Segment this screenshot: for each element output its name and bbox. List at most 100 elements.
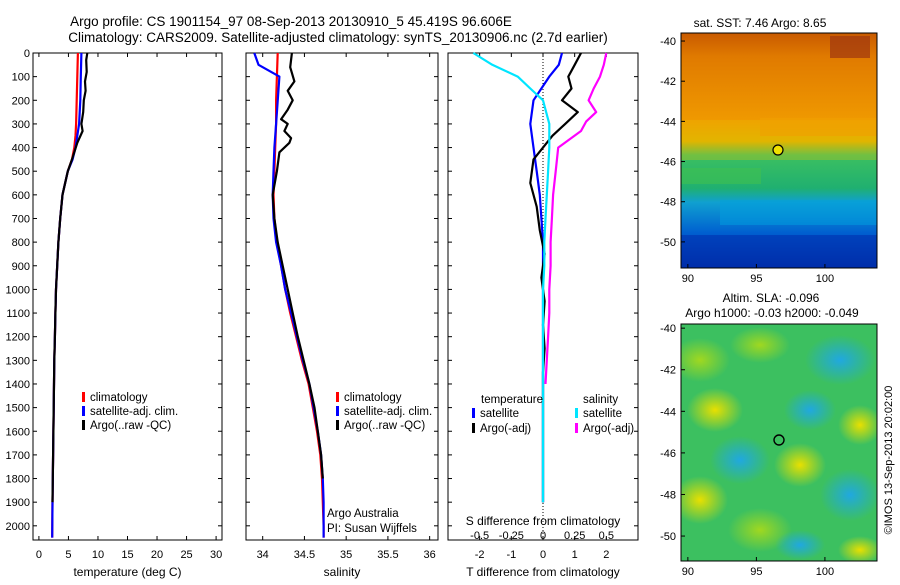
legend-label: climatology [344, 392, 402, 404]
x-tick-label: 36 [424, 549, 436, 561]
difference-profile-xlabel: T difference from climatology [466, 565, 620, 579]
map-y-tick-label: -46 [660, 157, 676, 169]
legend-label: Argo(..raw -QC) [90, 420, 171, 432]
y-tick-label: 1500 [6, 403, 30, 415]
temperature-profile-xlabel: temperature (deg C) [73, 565, 181, 579]
y-tick-label: 200 [12, 95, 30, 107]
legend-swatch [575, 423, 578, 433]
x-tick-label: 34.5 [294, 549, 315, 561]
x-tick-label: 35 [340, 549, 352, 561]
y-tick-label: 2000 [6, 521, 30, 533]
x-tick-label-2: 0.25 [564, 530, 585, 542]
map-y-tick-label: -40 [660, 323, 676, 335]
map-y-tick-label: -44 [660, 116, 676, 128]
y-tick-label: 700 [12, 213, 30, 225]
y-tick-label: 1600 [6, 426, 30, 438]
y-tick-label: 100 [12, 72, 30, 84]
sst-map-title: sat. SST: 7.46 Argo: 8.65 [694, 16, 827, 30]
sla-map-argo-marker [773, 434, 785, 446]
header-line-2: Climatology: CARS2009. Satellite-adjuste… [68, 30, 608, 45]
y-tick-label: 300 [12, 119, 30, 131]
x-tick-label: 35.5 [377, 549, 398, 561]
annotation-argo-australia: Argo Australia [327, 508, 399, 520]
x-tick-label: 30 [210, 549, 222, 561]
y-tick-label: 1100 [6, 308, 30, 320]
legend-swatch [82, 406, 85, 416]
legend-header-salinity: salinity [583, 394, 618, 406]
x-tick-label: 0 [540, 549, 546, 561]
legend-swatch [82, 392, 85, 402]
y-tick-label: 400 [12, 143, 30, 155]
y-tick-label: 1000 [6, 284, 30, 296]
x-tick-label: -2 [475, 549, 485, 561]
y-tick-label: 1700 [6, 450, 30, 462]
y-tick-label: 500 [12, 166, 30, 178]
x-tick-label: 1 [572, 549, 578, 561]
y-tick-label: 1800 [6, 474, 30, 486]
legend-label: satellite-adj. clim. [344, 406, 432, 418]
temperature-profile-frame [32, 52, 223, 541]
sst-map-argo-marker [772, 144, 784, 156]
x-tick-label: 20 [151, 549, 163, 561]
sla-map: Altim. SLA: -0.096 Argo h1000: -0.03 h20… [660, 291, 878, 578]
legend-label: climatology [90, 392, 148, 404]
x-tick-label-2: 0.5 [599, 530, 614, 542]
y-tick-label: 900 [12, 261, 30, 273]
temperature-profile-panel: 0100200300400500600700800900100011001200… [6, 48, 223, 579]
map-x-tick-label: 90 [682, 566, 694, 578]
legend-header-temperature: temperature [481, 394, 543, 406]
y-tick-label: 1200 [6, 332, 30, 344]
map-y-tick-label: -50 [660, 237, 676, 249]
y-tick-label: 800 [12, 237, 30, 249]
map-x-tick-label: 90 [682, 273, 694, 285]
salinity-profile-panel: 34 34.5 35 35.5 36 salinity climatology satelli… [245, 52, 439, 579]
x-tick-label-2: -0.5 [470, 530, 489, 542]
map-x-tick-label: 100 [816, 566, 834, 578]
map-y-tick-label: -42 [660, 76, 676, 88]
x-tick-label-2: 0 [540, 530, 546, 542]
map-y-tick-label: -50 [660, 531, 676, 543]
difference-xlabel2: S difference from climatology [466, 514, 621, 528]
salinity-profile-frame [245, 52, 439, 541]
map-y-tick-label: -40 [660, 36, 676, 48]
y-tick-label: 600 [12, 190, 30, 202]
map-y-tick-label: -46 [660, 448, 676, 460]
legend-swatch [336, 406, 339, 416]
series-salinity-satellite [472, 52, 551, 503]
map-y-tick-label: -44 [660, 406, 676, 418]
map-y-tick-label: -48 [660, 197, 676, 209]
map-y-tick-label: -48 [660, 489, 676, 501]
legend-swatch [472, 408, 475, 418]
x-tick-label: 2 [603, 549, 609, 561]
legend-label: satellite [583, 408, 622, 420]
map-x-tick-label: 100 [816, 273, 834, 285]
legend-swatch [472, 423, 475, 433]
sla-map-title-2: Argo h1000: -0.03 h2000: -0.049 [685, 306, 859, 320]
imos-timestamp: ©IMOS 13-Sep-2013 20:02:00 [883, 386, 895, 535]
x-tick-label: 15 [121, 549, 133, 561]
legend-label: Argo(-adj) [583, 423, 634, 435]
y-tick-label: 1900 [6, 497, 30, 509]
x-tick-label: 25 [180, 549, 192, 561]
y-tick-label: 1400 [6, 379, 30, 391]
map-y-tick-label: -42 [660, 365, 676, 377]
x-tick-label: 5 [65, 549, 71, 561]
y-tick-label: 0 [24, 48, 30, 60]
legend-label: Argo(-adj) [480, 423, 531, 435]
sla-map-texture [681, 327, 877, 561]
legend-swatch [575, 408, 578, 418]
header-line-1: Argo profile: CS 1901154_97 08-Sep-2013 … [70, 14, 512, 29]
legend-swatch [82, 420, 85, 430]
legend-swatch [336, 392, 339, 402]
legend-swatch [336, 420, 339, 430]
series-salinity-argo-adj- [544, 52, 608, 385]
annotation-pi: PI: Susan Wijffels [327, 523, 417, 535]
x-tick-label: 34 [257, 549, 269, 561]
y-tick-label: 1300 [6, 355, 30, 367]
x-tick-label: 0 [36, 549, 42, 561]
map-x-tick-label: 95 [750, 566, 762, 578]
x-tick-label: -1 [506, 549, 516, 561]
series-argo-raw-qc- [51, 52, 89, 503]
legend-label: satellite [480, 408, 519, 420]
